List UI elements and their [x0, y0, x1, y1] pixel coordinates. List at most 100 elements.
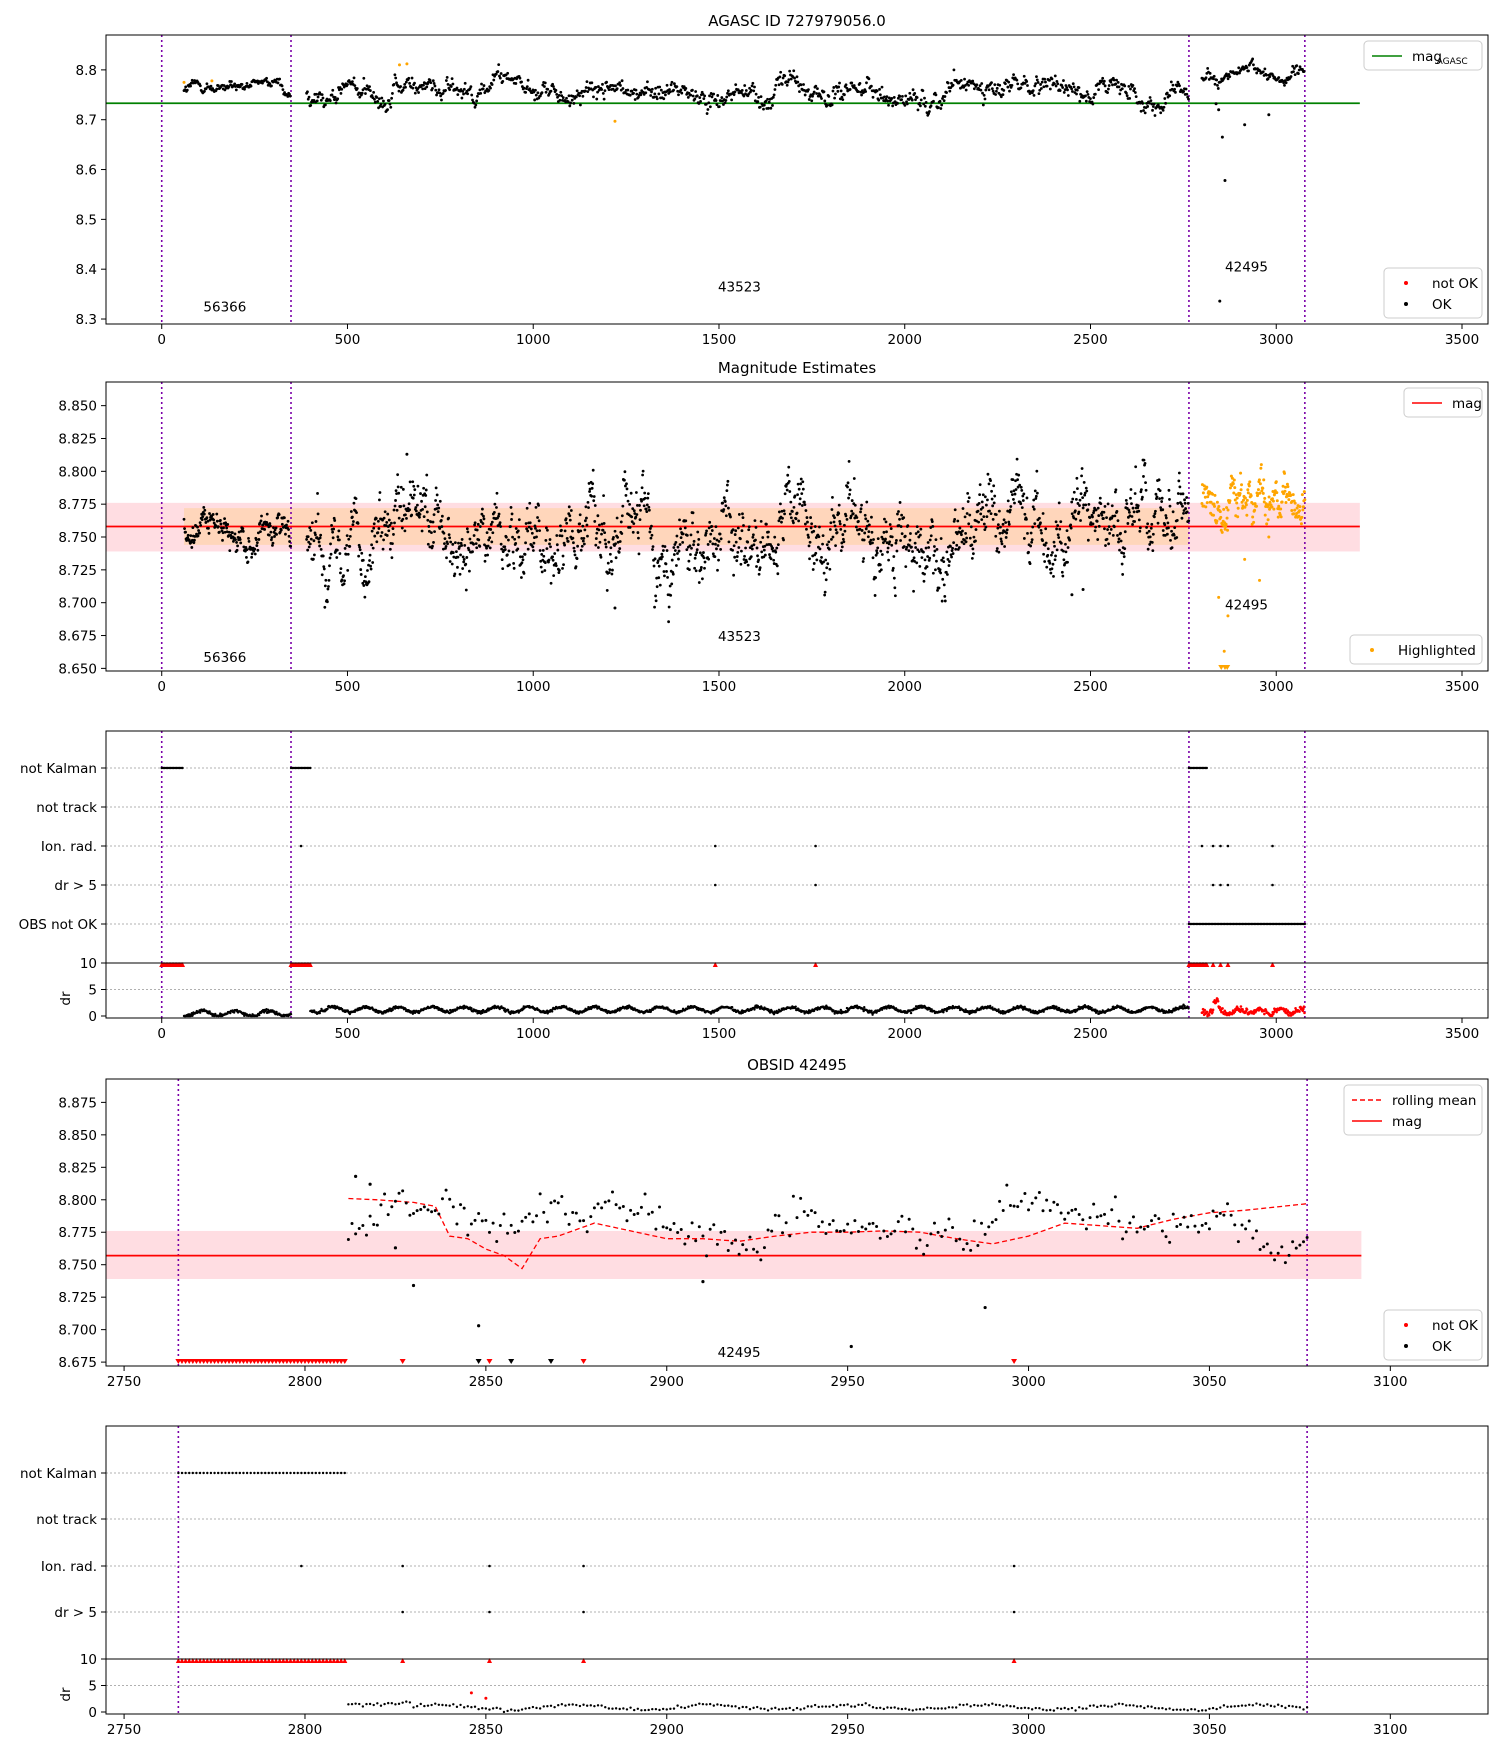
panel2-point [915, 525, 919, 529]
panel2-point [1138, 526, 1142, 530]
panel2-point [1041, 539, 1044, 542]
panel1-point [540, 91, 544, 95]
panel1-point [480, 82, 483, 86]
panel1-point [777, 83, 781, 87]
panel1-point [928, 110, 931, 113]
panel2-point [1035, 491, 1039, 495]
panel2-point [510, 512, 514, 516]
panel2-highlight-point [1253, 508, 1257, 512]
panel2-point [1175, 536, 1179, 539]
panel1-point [316, 95, 320, 99]
panel2-point [1007, 522, 1011, 526]
panel2-point [440, 525, 444, 528]
panel2-point [751, 535, 755, 539]
panel2-point [438, 499, 442, 503]
panel2-point [316, 492, 319, 495]
panel2-point [1085, 489, 1089, 493]
panel1-point [706, 108, 710, 111]
panel2-point [927, 546, 931, 549]
panel1-point [962, 85, 966, 89]
panel2-point [388, 547, 392, 551]
panel2-point [1018, 483, 1022, 487]
panel2-point [1093, 529, 1097, 533]
panel2-point [1022, 537, 1026, 540]
panel1-point [795, 75, 799, 79]
panel2-point [459, 553, 462, 557]
panel2-point [595, 531, 599, 535]
panel1-point [1124, 91, 1128, 95]
panel1-point [1263, 67, 1267, 71]
panel2-point [274, 526, 278, 530]
panel2-point [633, 512, 637, 515]
panel2-point [193, 535, 197, 538]
panel2-point [1183, 501, 1187, 505]
panel2-point [462, 560, 466, 564]
panel2-point [607, 571, 611, 574]
panel2-point [204, 521, 208, 524]
panel1-point [995, 86, 999, 90]
panel2-point [1080, 474, 1083, 478]
panel1-point [844, 83, 848, 87]
panel2-point [863, 513, 867, 517]
panel1-point [383, 102, 387, 106]
panel1-point [1132, 89, 1136, 93]
panel2-point [328, 556, 332, 560]
panel1-point [1026, 84, 1029, 87]
panel2-point [1148, 535, 1152, 539]
panel1-point [673, 82, 676, 86]
panel2-point [516, 547, 520, 551]
panel2-point [370, 529, 374, 533]
panel1-point [198, 84, 202, 88]
panel2-point [747, 528, 751, 532]
panel2-point [395, 508, 399, 512]
panel2-highlight-point [1271, 499, 1275, 503]
panel2-point [366, 569, 369, 572]
panel2-point [1138, 529, 1142, 533]
panel1-point [1131, 83, 1135, 87]
panel2-point [995, 547, 999, 550]
panel2-point [1046, 553, 1050, 557]
panel2-point [394, 489, 398, 493]
panel2-point [385, 534, 389, 537]
panel2-point [659, 557, 663, 561]
panel2-point [899, 539, 902, 542]
panel1-point [975, 83, 979, 87]
panel2-point [795, 511, 799, 515]
panel2-point [891, 568, 895, 572]
panel2-point [186, 536, 190, 540]
panel3-dr-point [772, 1013, 776, 1016]
panel2-point [1146, 522, 1150, 526]
panel2-point [906, 524, 910, 527]
panel2-point [199, 523, 203, 527]
panel1-point [699, 99, 702, 103]
panel2-highlight-point [1272, 507, 1276, 511]
panel2-point [992, 501, 996, 505]
panel2-point [1164, 516, 1168, 520]
panel1-point [764, 99, 768, 103]
panel1-point [981, 103, 985, 107]
panel2-point [236, 544, 239, 548]
panel2-point [977, 520, 980, 524]
panel2-point [638, 504, 641, 507]
panel3-dr-point [794, 1005, 797, 1008]
panel1-point [190, 78, 194, 82]
panel2-point [805, 516, 809, 519]
panel1-point [694, 90, 698, 93]
panel2-point [323, 605, 327, 609]
panel2-point [817, 535, 821, 539]
panel2-point [1009, 490, 1013, 494]
panel2-point [418, 515, 421, 519]
panel2-point [986, 498, 989, 502]
panel2-point [600, 532, 603, 536]
panel3-dr-point [870, 1009, 873, 1013]
panel2-point [671, 572, 675, 576]
panel2-point [424, 488, 428, 492]
panel2-point [255, 544, 259, 547]
panel1-point [243, 87, 246, 91]
panel1-point [1106, 87, 1110, 91]
panel1-point [922, 102, 926, 106]
panel1-point [798, 90, 801, 94]
panel1-point [633, 98, 637, 101]
panel2-point [403, 529, 407, 533]
panel1-point [594, 85, 598, 89]
